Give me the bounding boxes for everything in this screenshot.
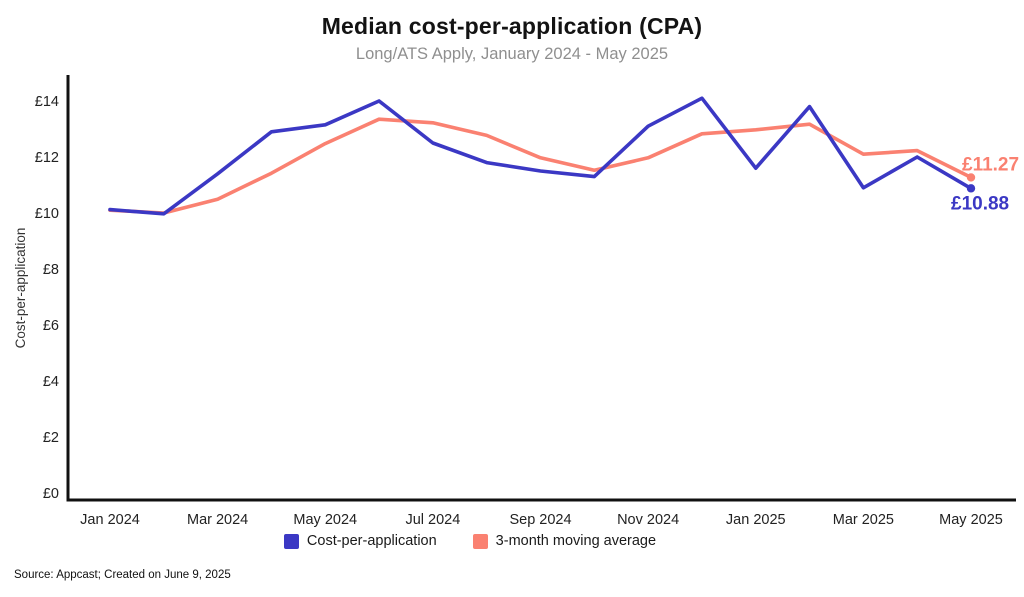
y-axis-title: Cost-per-application [13,228,28,349]
y-tick-label: £2 [43,430,59,446]
legend-item-moving-average: 3-month moving average [472,533,657,549]
series-lines [108,96,973,216]
x-tick-label: Mar 2024 [187,512,248,528]
chart-subtitle: Long/ATS Apply, January 2024 - May 2025 [355,45,669,63]
series-line [108,96,973,216]
x-tick-label: Nov 2024 [617,512,679,528]
series-end-markers: £10.88 £11.27 [951,154,1019,214]
series-end-value-label: £10.88 [951,193,1009,214]
y-tick-label: £0 [43,486,59,502]
x-axis-tick-labels: Jan 2024 Mar 2024 May 2024 Jul 2024 Sep 2024… [80,512,1003,528]
axis-lines [66,75,1016,502]
x-tick-label: Jan 2024 [80,512,140,528]
series-end-dot [966,173,976,182]
y-tick-label: £10 [35,206,59,222]
series-line [108,117,973,215]
y-tick-label: £4 [43,374,59,390]
y-axis-tick-labels: £0 £2 £4 £6 £8 £10 £12 £14 [35,94,59,502]
x-tick-label: Mar 2025 [833,512,894,528]
y-tick-label: £6 [43,318,59,334]
cpa-legend-label: Cost-per-application [306,533,437,549]
legend-item-cpa: Cost-per-application [283,533,437,549]
x-tick-label: May 2024 [293,512,357,528]
y-tick-label: £14 [35,94,59,110]
chart-legend: Cost-per-application 3-month moving aver… [0,533,1024,549]
series-end-value-label: £11.27 [962,154,1019,175]
x-tick-label: Jul 2024 [405,512,460,528]
x-tick-label: Jan 2025 [726,512,786,528]
source-note: Source: Appcast; Created on June 9, 2025 [14,569,231,581]
moving-average-legend-label: 3-month moving average [495,533,657,549]
x-tick-label: May 2025 [939,512,1003,528]
moving-average-legend-swatch [472,533,488,549]
x-tick-label: Sep 2024 [509,512,571,528]
cpa-legend-swatch [283,533,299,549]
y-tick-label: £8 [43,262,59,278]
chart-title: Median cost-per-application (CPA) [321,13,703,39]
y-tick-label: £12 [35,150,59,166]
series-end-dot [966,184,976,193]
